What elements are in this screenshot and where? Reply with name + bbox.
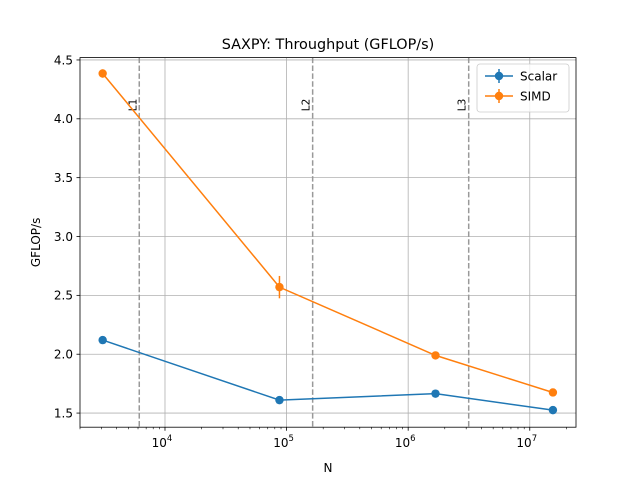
x-tick-exponent: 7 bbox=[532, 434, 537, 444]
cache-label-l3: L3 bbox=[457, 99, 469, 112]
data-point bbox=[548, 388, 558, 397]
cache-boundary-lines: L1 L2 L3 bbox=[127, 57, 470, 428]
y-tick-label: 4.0 bbox=[54, 112, 73, 126]
y-tick-label: 1.5 bbox=[54, 406, 73, 420]
grid bbox=[80, 57, 576, 428]
x-tick-exponent: 4 bbox=[167, 434, 172, 444]
series-line bbox=[102, 73, 554, 394]
x-tick-base: 10 bbox=[516, 436, 531, 450]
series-simd bbox=[98, 69, 558, 397]
y-tick-label: 2.0 bbox=[54, 348, 73, 362]
x-tick-label: 105 bbox=[273, 434, 294, 450]
data-point bbox=[275, 395, 284, 405]
data-point bbox=[275, 282, 284, 292]
y-tick-label: 3.5 bbox=[54, 171, 73, 185]
y-tick-label: 4.5 bbox=[54, 53, 73, 67]
x-tick-base: 10 bbox=[273, 436, 288, 450]
cache-label-l2: L2 bbox=[301, 99, 313, 112]
chart-title: SAXPY: Throughput (GFLOP/s) bbox=[222, 37, 434, 53]
x-tick-label: 104 bbox=[152, 434, 173, 450]
data-point bbox=[431, 351, 440, 360]
legend-marker bbox=[494, 91, 504, 101]
data-series bbox=[98, 69, 558, 415]
legend-label-scalar: Scalar bbox=[520, 69, 557, 83]
x-tick-base: 10 bbox=[152, 436, 167, 450]
plot-frame bbox=[79, 57, 577, 428]
legend: Scalar SIMD bbox=[476, 63, 570, 113]
series-scalar bbox=[98, 335, 558, 415]
legend-label-simd: SIMD bbox=[520, 89, 551, 103]
x-tick-exponent: 5 bbox=[289, 434, 294, 444]
x-tick-exponent: 6 bbox=[410, 434, 415, 444]
cache-label-l1: L1 bbox=[127, 99, 139, 112]
legend-marker bbox=[494, 71, 504, 81]
x-tick-label: 106 bbox=[395, 434, 416, 450]
data-point bbox=[548, 405, 558, 415]
x-axis-label: N bbox=[324, 461, 333, 475]
y-axis-label: GFLOP/s bbox=[29, 218, 43, 267]
series-line bbox=[102, 339, 554, 411]
data-point bbox=[431, 389, 440, 398]
y-tick-label: 3.0 bbox=[54, 230, 73, 244]
y-tick-label: 2.5 bbox=[54, 289, 73, 303]
data-point bbox=[98, 69, 107, 78]
x-tick-base: 10 bbox=[395, 436, 410, 450]
x-tick-label: 107 bbox=[516, 434, 537, 450]
data-point bbox=[98, 335, 107, 345]
